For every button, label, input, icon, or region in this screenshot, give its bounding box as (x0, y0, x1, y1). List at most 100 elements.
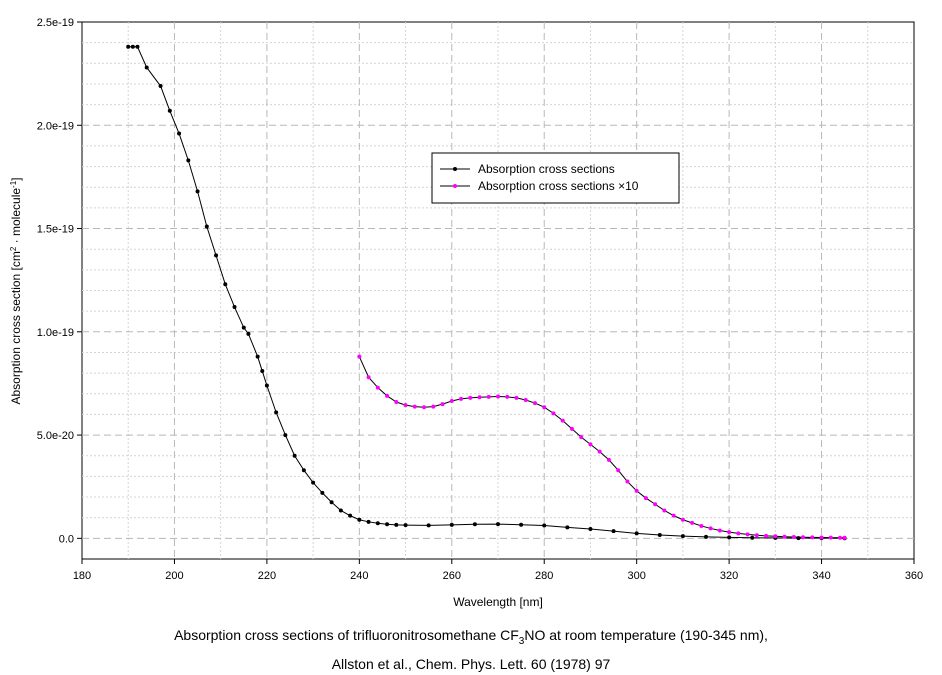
data-point-series-1 (223, 282, 228, 287)
x-tick-label: 300 (627, 570, 645, 582)
data-point-series-1 (311, 480, 316, 485)
data-point-series-1 (449, 522, 454, 527)
series-layer (126, 44, 847, 541)
data-point-series-2 (505, 394, 510, 399)
data-point-series-1 (246, 331, 251, 336)
data-point-series-1 (255, 354, 260, 359)
data-point-series-1 (588, 527, 593, 532)
data-point-series-2 (403, 403, 408, 408)
data-point-series-1 (348, 513, 353, 518)
data-point-series-1 (274, 410, 279, 415)
data-point-series-2 (838, 535, 843, 540)
data-point-series-1 (264, 383, 269, 388)
data-point-series-1 (542, 523, 547, 528)
legend: Absorption cross sections Absorption cro… (431, 152, 680, 204)
data-point-series-2 (551, 411, 556, 416)
data-point-series-1 (750, 535, 755, 540)
data-point-series-1 (301, 468, 306, 473)
data-point-series-2 (745, 532, 750, 537)
data-point-series-1 (704, 534, 708, 539)
data-point-series-2 (671, 513, 676, 518)
data-point-series-2 (625, 479, 630, 484)
y-tick-label: 1.0e-19 (37, 327, 74, 339)
legend-box (431, 152, 680, 204)
y-tick-label: 2.5e-19 (37, 17, 74, 29)
data-point-series-2 (385, 393, 390, 398)
y-axis: 0.0 5.0e-20 1.0e-19 1.5e-19 2.0e-19 2.5e-19 (37, 17, 82, 545)
data-point-series-2 (560, 418, 565, 423)
data-point-series-2 (440, 402, 445, 407)
data-point-series-2 (680, 517, 685, 522)
data-point-series-1 (375, 521, 380, 526)
legend-marker-series-1 (453, 167, 457, 171)
data-point-series-2 (375, 385, 380, 390)
data-point-series-2 (810, 535, 815, 540)
y-tick-label: 0.0 (59, 533, 74, 545)
data-point-series-1 (260, 369, 265, 374)
data-point-series-1 (144, 65, 149, 70)
data-point-series-2 (616, 468, 621, 473)
data-point-series-1 (680, 534, 685, 539)
data-point-series-2 (496, 394, 500, 399)
data-point-series-2 (662, 508, 667, 513)
data-point-series-1 (329, 500, 334, 505)
x-axis-title: Wavelength [nm] (453, 595, 543, 609)
data-point-series-1 (611, 529, 616, 534)
x-tick-label: 360 (905, 570, 923, 582)
data-point-series-2 (791, 535, 796, 540)
data-point-series-1 (292, 453, 297, 458)
data-point-series-2 (532, 401, 537, 406)
data-point-series-2 (754, 533, 759, 538)
data-point-series-2 (542, 405, 547, 410)
data-point-series-2 (486, 394, 491, 399)
data-point-series-2 (394, 400, 399, 405)
data-point-series-2 (579, 435, 584, 440)
caption: Absorption cross sections of trifluoroni… (0, 624, 942, 675)
data-point-series-2 (597, 449, 602, 454)
x-tick-label: 280 (535, 570, 553, 582)
data-point-series-2 (606, 457, 611, 462)
data-point-series-2 (690, 520, 695, 525)
legend-label-series-1: Absorption cross sections (478, 162, 615, 176)
data-point-series-1 (177, 131, 182, 136)
data-point-series-1 (135, 44, 140, 49)
data-point-series-1 (338, 508, 343, 513)
data-point-series-1 (366, 519, 371, 524)
data-point-series-1 (158, 84, 163, 89)
data-point-series-1 (130, 44, 135, 49)
legend-marker-series-2 (453, 184, 457, 188)
data-point-series-1 (204, 224, 209, 229)
x-tick-label: 260 (443, 570, 461, 582)
caption-line-2: Allston et al., Chem. Phys. Lett. 60 (19… (331, 655, 611, 672)
data-point-series-2 (477, 395, 482, 400)
data-point-series-2 (782, 534, 787, 539)
data-point-series-1 (283, 433, 288, 438)
x-tick-label: 320 (720, 570, 738, 582)
data-point-series-1 (320, 490, 325, 495)
data-point-series-2 (727, 530, 732, 535)
series-line-1 (128, 46, 845, 539)
x-tick-label: 180 (73, 570, 91, 582)
data-point-series-1 (126, 44, 131, 49)
data-point-series-2 (828, 535, 833, 540)
data-point-series-2 (634, 488, 639, 493)
data-point-series-2 (717, 528, 722, 533)
minor-grid (82, 22, 914, 559)
x-tick-label: 220 (258, 570, 276, 582)
legend-label-series-2: Absorption cross sections ×10 (478, 179, 639, 193)
data-point-series-2 (523, 397, 528, 402)
x-tick-label: 240 (350, 570, 368, 582)
data-point-series-1 (403, 523, 408, 528)
data-point-series-2 (764, 533, 769, 538)
y-tick-label: 5.0e-20 (37, 430, 74, 442)
data-point-series-1 (241, 325, 246, 330)
data-point-series-1 (496, 522, 500, 527)
data-point-series-1 (385, 522, 390, 527)
data-point-series-1 (167, 108, 172, 113)
data-point-series-1 (472, 522, 477, 527)
data-point-series-1 (186, 158, 191, 163)
data-point-series-2 (773, 534, 778, 539)
data-point-series-2 (422, 405, 427, 410)
x-tick-label: 340 (812, 570, 830, 582)
